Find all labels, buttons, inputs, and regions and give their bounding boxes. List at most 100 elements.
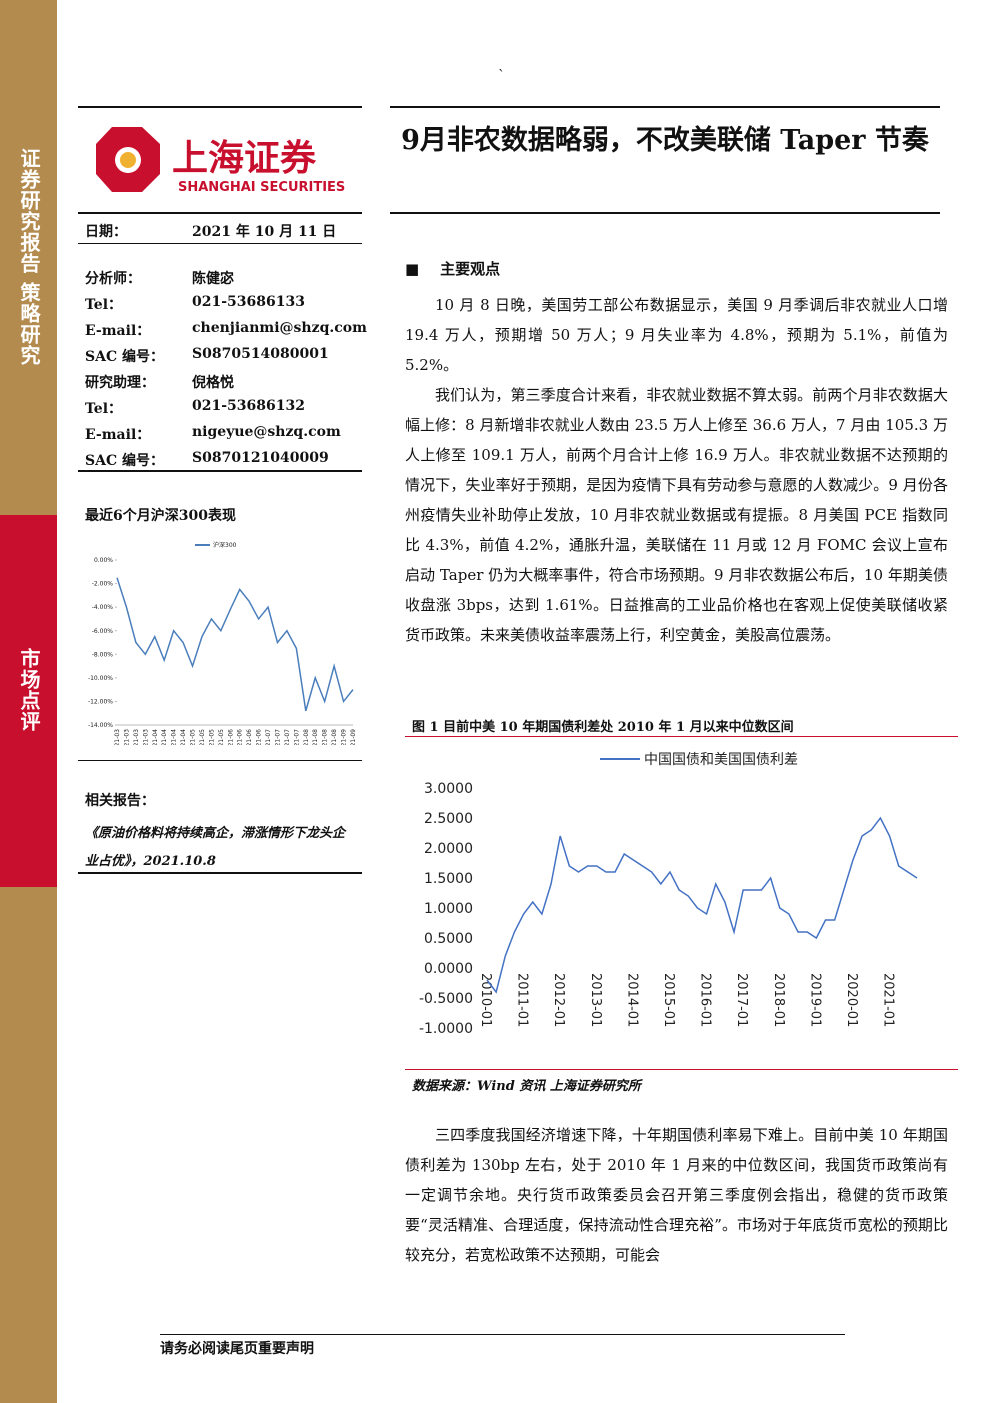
x-tick-label: 21-03 (133, 729, 140, 745)
x-tick-label: 2010-01 (478, 973, 493, 1027)
y-tick-label: -2.00% (92, 581, 114, 588)
x-tick-label: 2020-01 (844, 973, 859, 1027)
y-tick-label: 1.0000 (424, 901, 473, 917)
y-tick-label: -4.00% (92, 604, 114, 611)
x-tick-label: 21-05 (199, 729, 206, 745)
x-tick-label: 2015-01 (661, 973, 676, 1027)
sidebar-red (0, 515, 57, 887)
y-tick-label: -6.00% (92, 628, 114, 635)
x-tick-label: 2014-01 (624, 973, 639, 1027)
x-tick-label: 21-04 (171, 729, 178, 745)
rule (78, 243, 362, 244)
sidebar-bottom: 市场点评 (17, 648, 41, 732)
x-tick-label: 21-08 (312, 729, 319, 745)
rule (405, 736, 958, 737)
chart: 0.00% -2.00% -4.00% -6.00% -8.00% -10.00% -12.… (88, 541, 357, 745)
x-tick-label: 2012-01 (551, 973, 566, 1027)
x-tick-label: 21-08 (322, 729, 329, 745)
y-tick-label: 0.00% (94, 557, 113, 564)
x-tick-label: 21-03 (142, 729, 149, 745)
logo-cn: 上海证券 (172, 138, 317, 179)
x-tick-label: 2016-01 (698, 973, 713, 1027)
chart: 3.0000 2.5000 2.0000 1.5000 1.0000 0.5000 0.00… (419, 752, 918, 1037)
x-tick-label: 2011-01 (515, 973, 530, 1027)
rule (405, 1069, 958, 1070)
info-value: S0870514080001 (192, 346, 329, 362)
info-label: Tel： (85, 297, 123, 313)
logo: 上海证券 SHANGHAI SECURITIES (96, 127, 345, 195)
paragraph: 10 月 8 日晚，美国劳工部公布数据显示，美国 9 月季调后非农就业人口增 1… (405, 296, 948, 374)
x-tick-label: 21-04 (152, 729, 159, 745)
info-value: 021-53686132 (192, 398, 305, 414)
x-tick-label: 21-07 (293, 729, 300, 745)
section-text: 主要观点 (440, 260, 501, 278)
x-tick-label: 21-05 (190, 729, 197, 745)
y-tick-label: -12.00% (88, 699, 113, 706)
paragraph: 我们认为，第三季度合计来看，非农就业数据不算太弱。前两个月非农数据大幅上修：8 … (405, 386, 948, 644)
x-tick-label: 2019-01 (807, 973, 822, 1027)
x-tick-label: 21-06 (256, 729, 263, 745)
x-tick-label: 2018-01 (771, 973, 786, 1027)
rule (78, 760, 362, 761)
x-tick-label: 21-08 (303, 729, 310, 745)
logo-en: SHANGHAI SECURITIES (178, 180, 345, 195)
info-value: S0870121040009 (192, 450, 329, 466)
logo-core (120, 152, 136, 168)
rule (78, 470, 362, 472)
x-tick-label: 21-05 (218, 729, 225, 745)
x-tick-label: 21-06 (237, 729, 244, 745)
y-tick-label: 2.5000 (424, 811, 473, 827)
x-tick-label: 21-07 (265, 729, 272, 745)
y-tick-label: -1.0000 (419, 1021, 473, 1037)
x-tick-label: 21-04 (161, 729, 168, 745)
rule (160, 1334, 845, 1335)
x-tick-label: 21-05 (208, 729, 215, 745)
related-heading: 相关报告： (85, 793, 155, 809)
x-tick-label: 21-07 (284, 729, 291, 745)
title: 9月非农数据略弱，不改美联储 Taper 节奏 (401, 125, 929, 156)
y-tick-label: 1.5000 (424, 871, 473, 887)
related-title: 《原油价格料将持续高企，滞涨情形下龙头企业占优》，2021.10.8 (85, 826, 346, 869)
y-tick-label: -10.00% (88, 675, 113, 682)
rule (78, 212, 362, 214)
info-value: chenjianmi@shzq.com (192, 320, 367, 336)
y-tick-label: 0.0000 (424, 961, 473, 977)
rule (78, 106, 362, 108)
sidebar-top: 证券研究报告 策略研究 (17, 148, 41, 366)
info-label: E-mail： (85, 323, 151, 339)
x-tick-label: 21-03 (114, 729, 121, 745)
legend-label: 中国国债和美国国债利差 (644, 752, 798, 768)
info-value: 2021 年 10 月 11 日 (192, 224, 337, 240)
x-tick-label: 21-06 (246, 729, 253, 745)
series-line (486, 816, 918, 994)
info-label: 研究助理： (85, 375, 155, 391)
x-tick-label: 21-06 (227, 729, 234, 745)
x-tick-label: 2017-01 (734, 973, 749, 1027)
info-label: 日期： (85, 224, 127, 240)
footer: 请务必阅读尾页重要声明 (160, 1341, 314, 1357)
info-value: 陈健宓 (192, 271, 234, 287)
info-label: SAC 编号： (85, 349, 164, 365)
y-tick-label: -0.5000 (419, 991, 473, 1007)
y-tick-label: 0.5000 (424, 931, 473, 947)
x-tick-label: 21-08 (331, 729, 338, 745)
info-label: Tel： (85, 401, 123, 417)
figure-caption: 图 1 目前中美 10 年期国债利差处 2010 年 1 月以来中位数区间 (412, 720, 794, 735)
info-value: 倪格悦 (192, 375, 234, 391)
rule (390, 106, 940, 108)
chart-title: 最近6个月沪深300表现 (85, 508, 236, 524)
rule (78, 872, 362, 874)
series-line (116, 577, 354, 712)
paragraph: 三四季度我国经济增速下降，十年期国债利率易下难上。目前中美 10 年期国债利差为… (405, 1126, 948, 1264)
figure-source: 数据来源：Wind 资讯 上海证券研究所 (412, 1079, 641, 1094)
y-tick-label: 2.0000 (424, 841, 473, 857)
x-tick-label: 2021-01 (881, 973, 896, 1027)
legend-label: 沪深300 (213, 541, 237, 549)
x-tick-label: 21-09 (350, 729, 357, 745)
section-heading: ■ 主要观点 (405, 260, 501, 278)
header-mark: ` (498, 68, 505, 84)
y-tick-label: -14.00% (88, 722, 113, 729)
info-label: E-mail： (85, 427, 151, 443)
x-tick-label: 21-07 (274, 729, 281, 745)
